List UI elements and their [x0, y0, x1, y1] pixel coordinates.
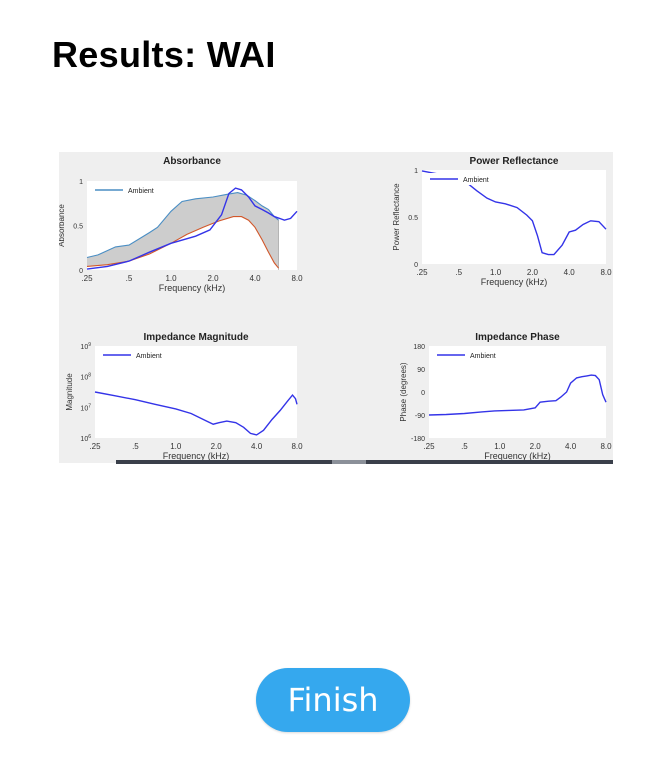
y-axis-label: Absorbance — [59, 204, 66, 247]
finish-button[interactable]: Finish — [256, 668, 410, 732]
x-tick-label: .5 — [455, 268, 462, 277]
legend-label: Ambient — [136, 353, 162, 360]
x-tick-label: .25 — [423, 442, 435, 451]
y-tick-label: 0 — [79, 268, 83, 275]
legend-box — [100, 349, 164, 361]
chart-title: Power Reflectance — [470, 156, 559, 167]
chart-title: Impedance Magnitude — [143, 332, 248, 343]
y-tick-label: 106 — [80, 434, 91, 443]
legend-box — [427, 173, 491, 185]
x-tick-label: .5 — [126, 274, 133, 283]
y-tick-label: 0 — [414, 262, 418, 269]
x-tick-label: 2.0 — [211, 442, 223, 451]
x-tick-label: 1.0 — [490, 268, 502, 277]
x-tick-label: 1.0 — [170, 442, 182, 451]
x-tick-label: 4.0 — [249, 274, 261, 283]
x-axis-label: Frequency (kHz) — [481, 277, 548, 287]
x-tick-label: 2.0 — [527, 268, 539, 277]
y-tick-label: 108 — [80, 373, 91, 382]
x-tick-label: 4.0 — [564, 268, 576, 277]
y-tick-label: -90 — [415, 413, 425, 420]
scrollbar-thumb[interactable] — [332, 460, 366, 464]
y-tick-label: 0.5 — [73, 224, 83, 231]
x-tick-label: .25 — [416, 268, 428, 277]
plot-area — [429, 346, 606, 438]
y-tick-label: 109 — [80, 342, 91, 351]
series-line-ambient — [86, 187, 298, 270]
y-tick-label: 0 — [421, 390, 425, 397]
x-tick-label: .25 — [81, 274, 93, 283]
x-axis-label: Frequency (kHz) — [163, 451, 230, 461]
series-line-ambient — [428, 374, 607, 416]
x-tick-label: 4.0 — [251, 442, 263, 451]
x-tick-label: 4.0 — [565, 442, 577, 451]
series-line-lower-bound — [86, 216, 280, 269]
absorbance-norm-band — [87, 192, 279, 269]
x-tick-label: 8.0 — [291, 442, 303, 451]
plot-area — [95, 346, 297, 438]
y-axis-label: Magnitude — [65, 373, 74, 411]
x-tick-label: 2.0 — [207, 274, 219, 283]
x-tick-label: .5 — [132, 442, 139, 451]
x-tick-label: 8.0 — [291, 274, 303, 283]
chart-4: Impedance Phase Frequency (kHz) Phase (deg… — [399, 332, 612, 461]
legend-label: Ambient — [470, 353, 496, 360]
y-tick-label: 1 — [79, 179, 83, 186]
x-tick-label: 8.0 — [600, 442, 612, 451]
series-line-ambient — [94, 391, 298, 436]
y-tick-label: -180 — [411, 436, 425, 443]
chart-1: Absorbance Frequency (kHz) Absorbance .25 .5… — [59, 156, 303, 293]
y-tick-label: 90 — [417, 367, 425, 374]
x-tick-label: .5 — [461, 442, 468, 451]
legend-label: Ambient — [128, 188, 154, 195]
wai-plots-svg: Absorbance Frequency (kHz) Absorbance .25 .5… — [59, 156, 612, 461]
y-axis-label: Phase (degrees) — [399, 362, 408, 421]
x-tick-label: .25 — [89, 442, 101, 451]
x-axis-label: Frequency (kHz) — [484, 451, 551, 461]
legend-box — [434, 349, 498, 361]
chart-3: Impedance Magnitude Frequency (kHz) Magnit… — [65, 332, 303, 461]
y-axis-label: Power Reflectance — [392, 183, 401, 251]
plot-area — [422, 170, 606, 264]
x-tick-label: 1.0 — [165, 274, 177, 283]
chart-title: Impedance Phase — [475, 332, 560, 343]
series-line-upper-bound — [86, 192, 279, 259]
y-tick-label: 180 — [413, 344, 425, 351]
x-tick-label: 1.0 — [494, 442, 506, 451]
x-tick-label: 8.0 — [600, 268, 612, 277]
chart-2: Power Reflectance Frequency (kHz) Power Re… — [392, 156, 612, 287]
page-title: Results: WAI — [52, 34, 276, 75]
legend-label: Ambient — [463, 177, 489, 184]
y-tick-label: 0.5 — [408, 215, 418, 222]
horizontal-scrollbar[interactable] — [116, 460, 613, 464]
legend-box — [92, 184, 156, 196]
x-tick-label: 2.0 — [530, 442, 542, 451]
wai-results-plot-panel: Absorbance Frequency (kHz) Absorbance .25 .5… — [59, 152, 613, 463]
chart-title: Absorbance — [163, 156, 221, 167]
y-tick-label: 1 — [414, 168, 418, 175]
y-tick-label: 107 — [80, 403, 91, 412]
x-axis-label: Frequency (kHz) — [159, 283, 226, 293]
